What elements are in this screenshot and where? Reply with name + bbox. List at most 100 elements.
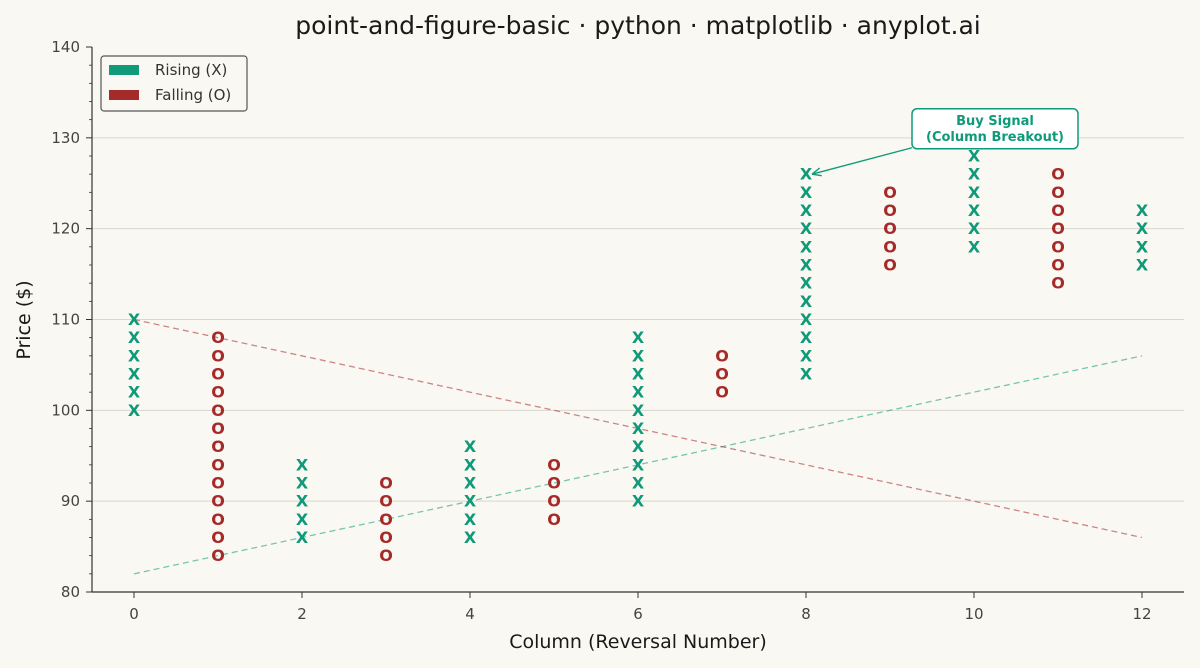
o-mark: O [211, 528, 225, 547]
x-mark: X [128, 346, 141, 365]
x-mark: X [800, 219, 813, 238]
x-mark: X [128, 401, 141, 420]
x-mark: X [632, 474, 645, 493]
annotation-arrowhead [811, 167, 822, 177]
trendlines [133, 318, 1143, 575]
x-mark: X [464, 528, 477, 547]
o-mark: O [211, 365, 225, 384]
x-mark: X [1136, 219, 1149, 238]
x-mark: X [800, 256, 813, 275]
annotation-text: Buy Signal [956, 114, 1034, 129]
o-mark: O [211, 492, 225, 511]
o-mark: O [211, 346, 225, 365]
o-mark: O [211, 474, 225, 493]
x-mark: X [800, 292, 813, 311]
x-mark: X [1136, 237, 1149, 256]
x-mark: X [800, 201, 813, 220]
o-mark: O [1051, 201, 1065, 220]
y-tick-label: 120 [51, 220, 80, 238]
x-tick-label: 8 [801, 605, 811, 623]
x-mark: X [1136, 256, 1149, 275]
x-mark: X [800, 310, 813, 329]
x-mark: X [128, 365, 141, 384]
o-mark: O [211, 383, 225, 402]
o-mark: O [1051, 183, 1065, 202]
chart-marks: XXXXXXXXXXXXXXXXXXXXXXXXXXXXXXXXXXXXXXXX… [128, 147, 1149, 566]
x-mark: X [968, 201, 981, 220]
chart-title: point-and-figure-basic · python · matplo… [295, 11, 981, 40]
x-mark: X [968, 183, 981, 202]
y-tick-label: 100 [51, 401, 80, 419]
x-mark: X [968, 147, 981, 166]
x-tick-label: 0 [129, 605, 139, 623]
x-mark: X [800, 183, 813, 202]
x-mark: X [128, 328, 141, 347]
x-mark: X [632, 437, 645, 456]
o-mark: O [1051, 219, 1065, 238]
annotation-arrow [811, 147, 913, 175]
o-mark: O [211, 419, 225, 438]
x-mark: X [1136, 201, 1149, 220]
o-mark: O [715, 346, 729, 365]
x-mark: X [296, 510, 309, 529]
x-mark: X [968, 219, 981, 238]
legend: Rising (X) Falling (O) [100, 55, 248, 112]
x-mark: X [968, 237, 981, 256]
x-mark: X [128, 383, 141, 402]
support-trendline [133, 355, 1143, 575]
legend-swatch [109, 65, 139, 75]
y-tick-label: 130 [51, 129, 80, 147]
resistance-trendline [133, 318, 1143, 539]
o-mark: O [379, 546, 393, 565]
o-mark: O [883, 201, 897, 220]
x-mark: X [464, 474, 477, 493]
x-mark: X [632, 455, 645, 474]
x-tick-label: 4 [465, 605, 475, 623]
x-mark: X [968, 165, 981, 184]
x-mark: X [632, 492, 645, 511]
o-mark: O [1051, 165, 1065, 184]
x-mark: X [800, 274, 813, 293]
x-mark: X [632, 419, 645, 438]
x-mark: X [464, 455, 477, 474]
x-tick-label: 10 [964, 605, 983, 623]
x-mark: X [800, 328, 813, 347]
x-mark: X [296, 492, 309, 511]
x-tick-label: 6 [633, 605, 643, 623]
grid [92, 137, 1184, 502]
o-mark: O [547, 474, 561, 493]
x-axis-label: Column (Reversal Number) [509, 631, 767, 653]
o-mark: O [883, 256, 897, 275]
o-mark: O [211, 401, 225, 420]
o-mark: O [379, 474, 393, 493]
o-mark: O [547, 510, 561, 529]
legend-label: Rising (X) [155, 61, 227, 79]
o-mark: O [883, 183, 897, 202]
x-tick-label: 2 [297, 605, 307, 623]
x-mark: X [632, 346, 645, 365]
o-mark: O [211, 437, 225, 456]
o-mark: O [715, 365, 729, 384]
o-mark: O [1051, 237, 1065, 256]
o-mark: O [379, 510, 393, 529]
legend-label: Falling (O) [155, 86, 231, 104]
x-mark: X [800, 365, 813, 384]
o-mark: O [211, 510, 225, 529]
o-mark: O [883, 219, 897, 238]
x-mark: X [128, 310, 141, 329]
o-mark: O [1051, 256, 1065, 275]
y-tick-label: 90 [61, 492, 80, 510]
x-mark: X [800, 346, 813, 365]
o-mark: O [1051, 274, 1065, 293]
x-mark: X [800, 165, 813, 184]
x-tick-label: 12 [1132, 605, 1151, 623]
o-mark: O [379, 528, 393, 547]
x-mark: X [464, 510, 477, 529]
o-mark: O [211, 455, 225, 474]
x-mark: X [632, 365, 645, 384]
o-mark: O [379, 492, 393, 511]
x-mark: X [632, 401, 645, 420]
o-mark: O [547, 455, 561, 474]
x-mark: X [296, 528, 309, 547]
